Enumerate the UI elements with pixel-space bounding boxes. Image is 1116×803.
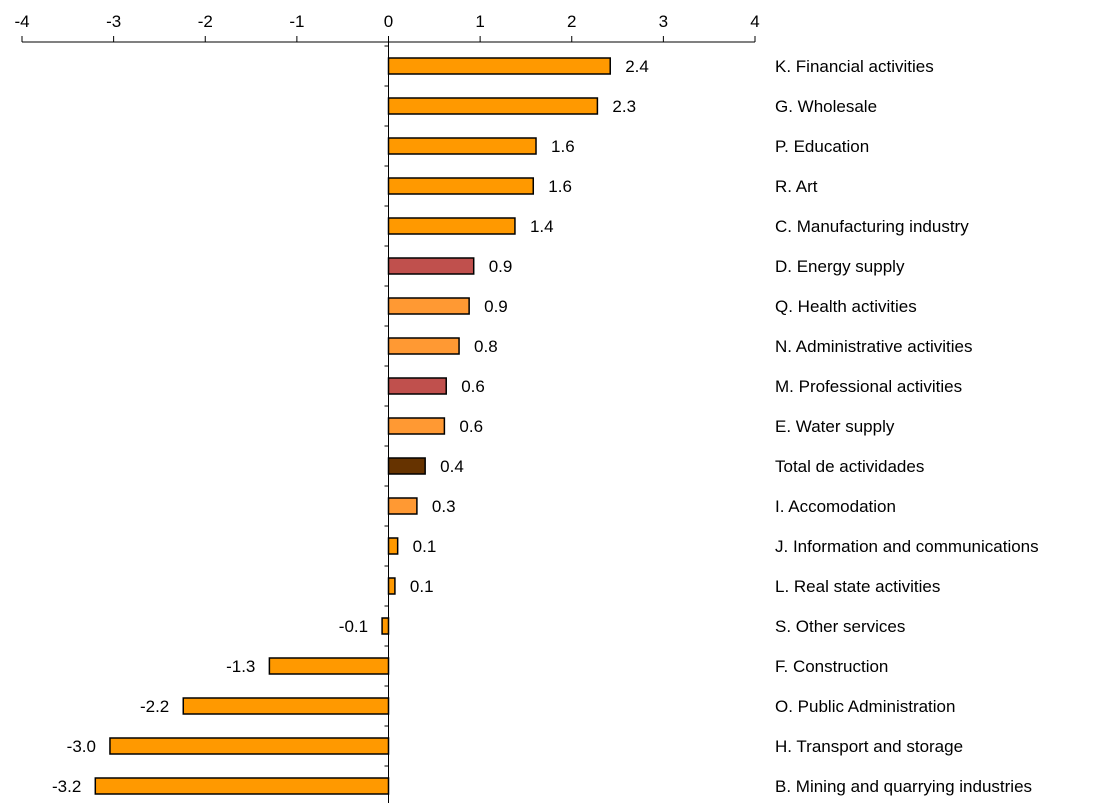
x-tick-label: 3: [659, 12, 668, 31]
data-label: 0.1: [413, 537, 437, 556]
data-label: 0.6: [459, 417, 483, 436]
bar: [387, 97, 599, 115]
bar: [94, 777, 390, 795]
category-label: H. Transport and storage: [775, 737, 963, 756]
data-label: -3.2: [52, 777, 81, 796]
data-label: -3.0: [67, 737, 96, 756]
x-tick-label: -2: [198, 12, 213, 31]
x-tick-label: 0: [384, 12, 393, 31]
category-label: L. Real state activities: [775, 577, 940, 596]
data-label: 2.4: [625, 57, 649, 76]
category-label: B. Mining and quarrying industries: [775, 777, 1032, 796]
bar: [387, 137, 537, 155]
bar: [387, 217, 516, 235]
category-label: R. Art: [775, 177, 818, 196]
data-label: 0.6: [461, 377, 485, 396]
category-label: E. Water supply: [775, 417, 895, 436]
x-tick-label: 2: [567, 12, 576, 31]
bar: [387, 537, 399, 555]
data-label: 2.3: [612, 97, 636, 116]
x-tick-label: -3: [106, 12, 121, 31]
bar: [387, 377, 447, 395]
data-label: 0.4: [440, 457, 464, 476]
bar: [387, 57, 611, 75]
data-label: -0.1: [339, 617, 368, 636]
bar: [381, 617, 390, 635]
x-tick-label: 4: [750, 12, 759, 31]
category-label: Total de actividades: [775, 457, 924, 476]
bar: [387, 177, 535, 195]
data-label: 0.3: [432, 497, 456, 516]
category-label: I. Accomodation: [775, 497, 896, 516]
data-label: 1.4: [530, 217, 554, 236]
data-labels: 2.4 2.3 1.6 1.6 1.4 0.9 0.9 0.8 0.6 0.6 0.4 0.3 0.1 0…: [52, 57, 649, 796]
category-label: O. Public Administration: [775, 697, 955, 716]
category-label: N. Administrative activities: [775, 337, 972, 356]
category-label: J. Information and communications: [775, 537, 1039, 556]
bar: [387, 337, 460, 355]
category-label: M. Professional activities: [775, 377, 962, 396]
data-label: 0.8: [474, 337, 498, 356]
category-label: F. Construction: [775, 657, 888, 676]
data-label: -2.2: [140, 697, 169, 716]
category-label: K. Financial activities: [775, 57, 934, 76]
category-label: C. Manufacturing industry: [775, 217, 969, 236]
category-label: D. Energy supply: [775, 257, 905, 276]
bars: [94, 57, 611, 795]
category-label: Q. Health activities: [775, 297, 917, 316]
bar: [387, 457, 426, 475]
x-tick-label: -4: [14, 12, 29, 31]
bar: [109, 737, 390, 755]
bar: [387, 297, 470, 315]
bar: [268, 657, 390, 675]
category-label: G. Wholesale: [775, 97, 877, 116]
data-label: -1.3: [226, 657, 255, 676]
x-tick-label: -1: [289, 12, 304, 31]
category-label: P. Education: [775, 137, 869, 156]
category-label: S. Other services: [775, 617, 905, 636]
data-label: 0.9: [489, 257, 513, 276]
bar: [387, 257, 475, 275]
data-label: 1.6: [551, 137, 575, 156]
data-label: 0.9: [484, 297, 508, 316]
bar: [387, 577, 396, 595]
data-label: 0.1: [410, 577, 434, 596]
bar: [387, 497, 418, 515]
bar: [182, 697, 390, 715]
bar: [387, 417, 446, 435]
category-labels: K. Financial activities G. Wholesale P. Ed…: [775, 57, 1039, 796]
x-tick-label: 1: [475, 12, 484, 31]
data-label: 1.6: [548, 177, 572, 196]
value-axis: -4 -3 -2 -1 0 1 2 3 4: [14, 12, 760, 803]
